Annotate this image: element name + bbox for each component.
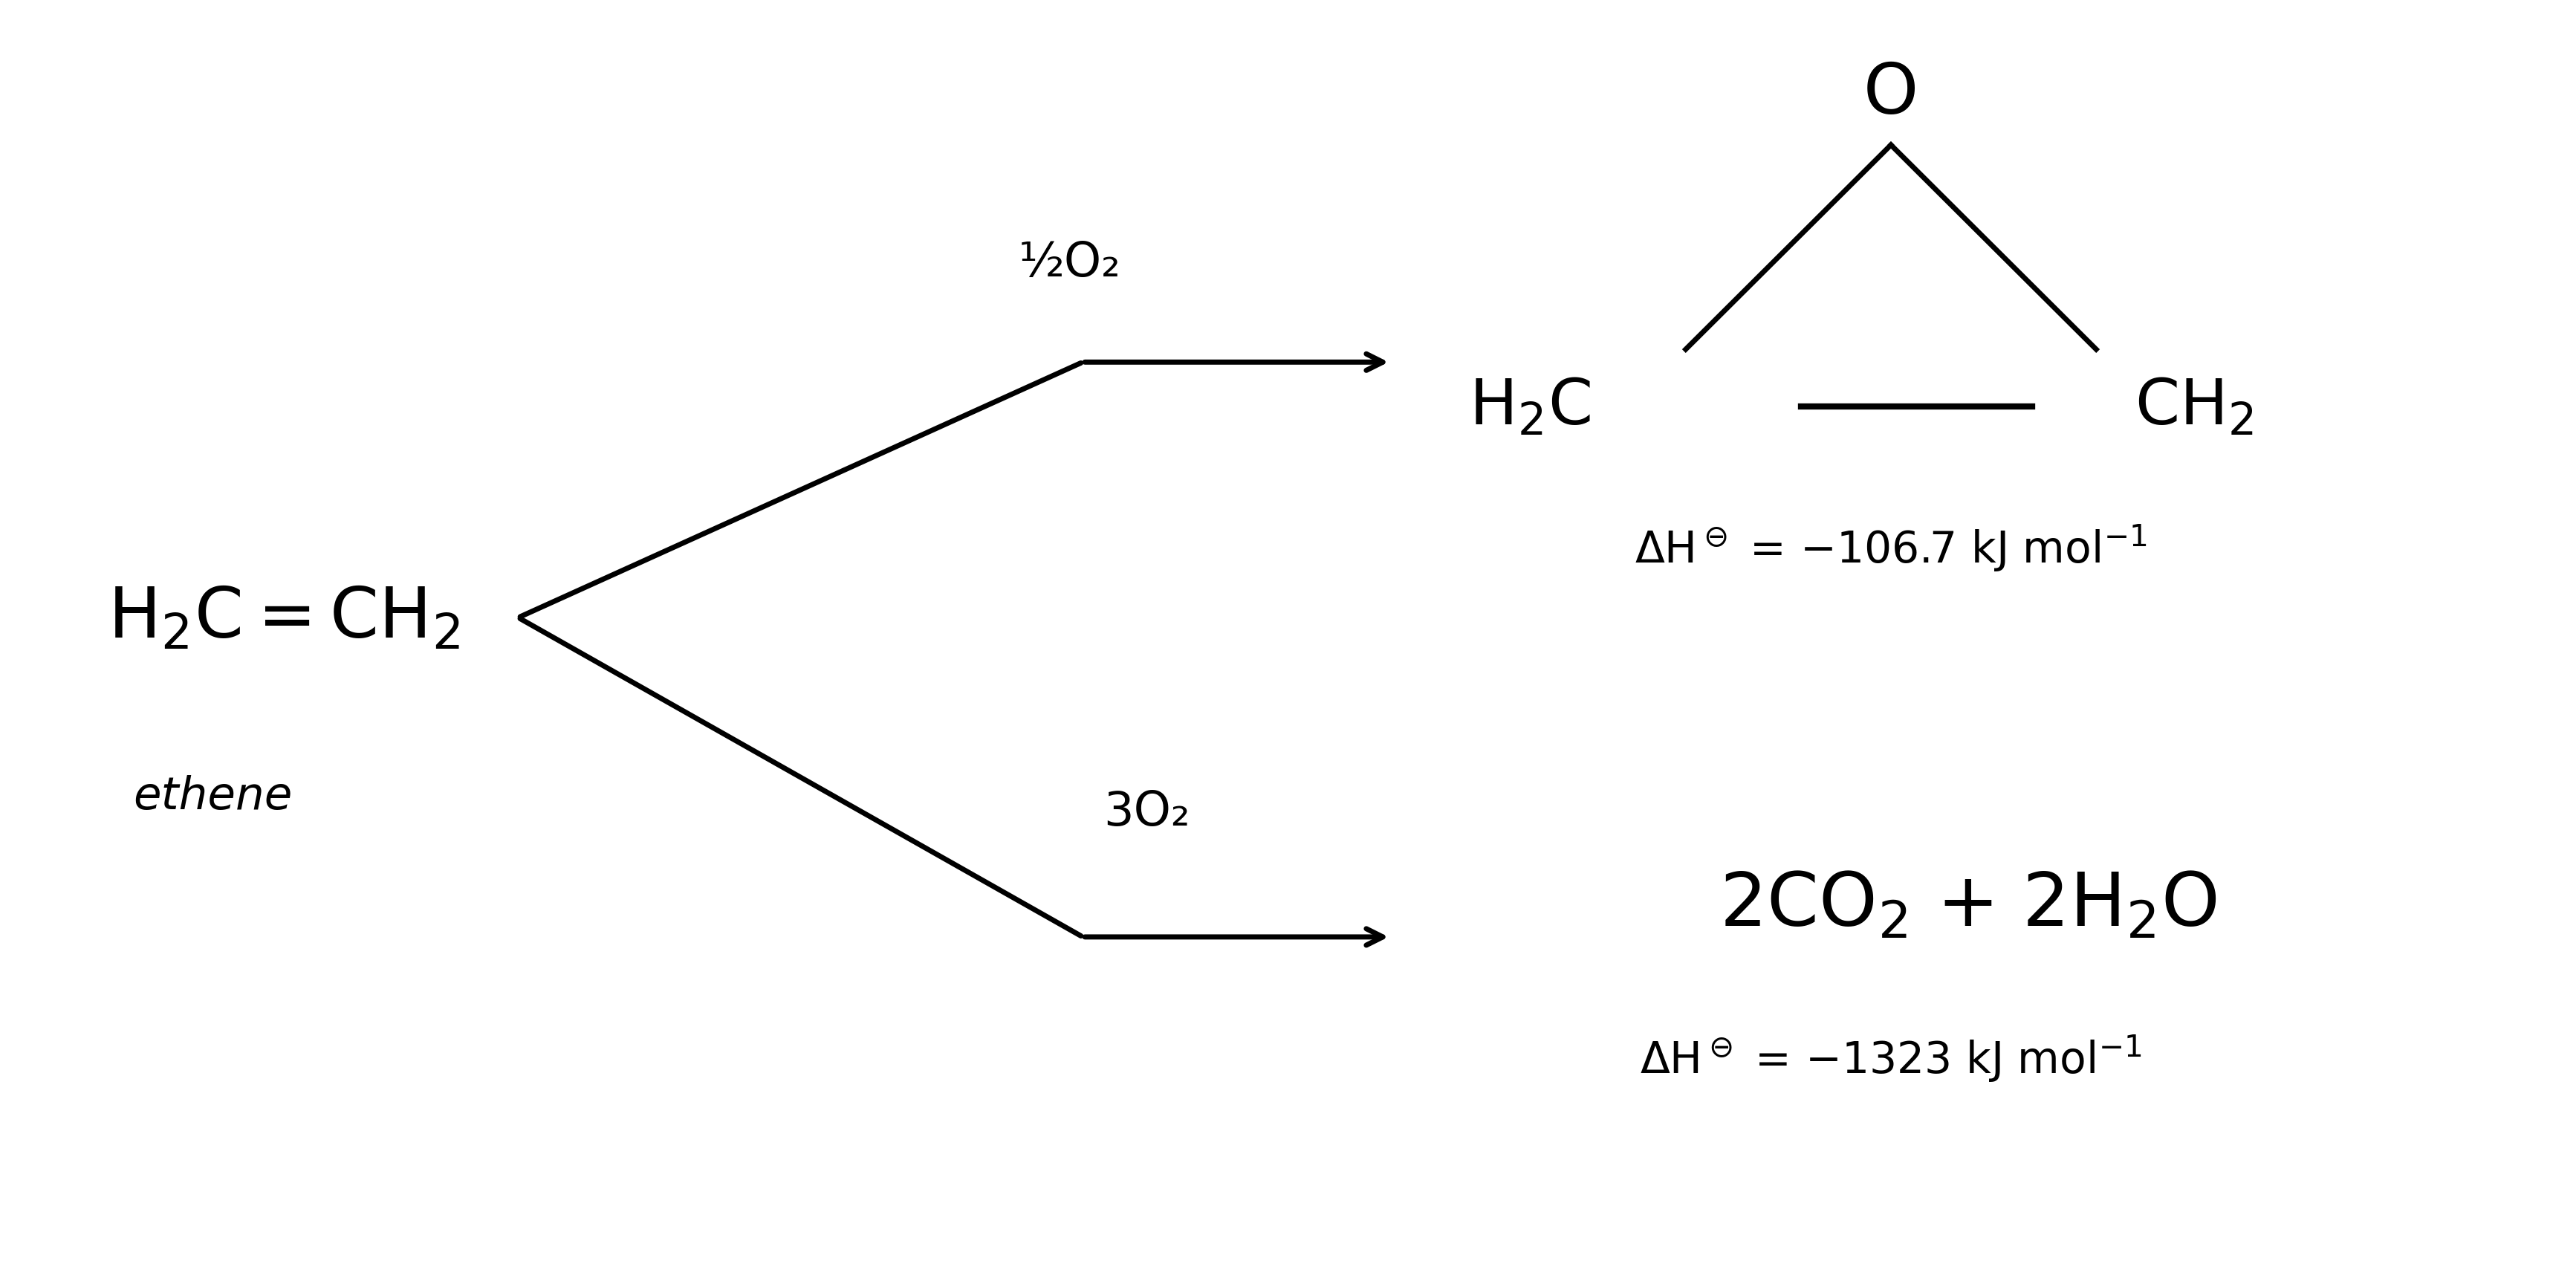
Text: $\Delta$H$^\ominus$ = $-$106.7 kJ mol$^{-1}$: $\Delta$H$^\ominus$ = $-$106.7 kJ mol$^{… (1636, 523, 2148, 573)
Text: ½O₂: ½O₂ (1018, 239, 1121, 286)
Text: H$_2$C: H$_2$C (1468, 377, 1592, 438)
Text: O: O (1862, 60, 1919, 129)
Text: $\Delta$H$^\ominus$ = $-$1323 kJ mol$^{-1}$: $\Delta$H$^\ominus$ = $-$1323 kJ mol$^{-… (1641, 1033, 2141, 1084)
Text: 2CO$_2$ + 2H$_2$O: 2CO$_2$ + 2H$_2$O (1718, 869, 2218, 941)
Text: CH$_2$: CH$_2$ (2136, 377, 2254, 438)
Text: 3O₂: 3O₂ (1103, 789, 1190, 835)
Text: ethene: ethene (134, 775, 294, 819)
Text: H$_2$C$=$CH$_2$: H$_2$C$=$CH$_2$ (108, 584, 461, 653)
